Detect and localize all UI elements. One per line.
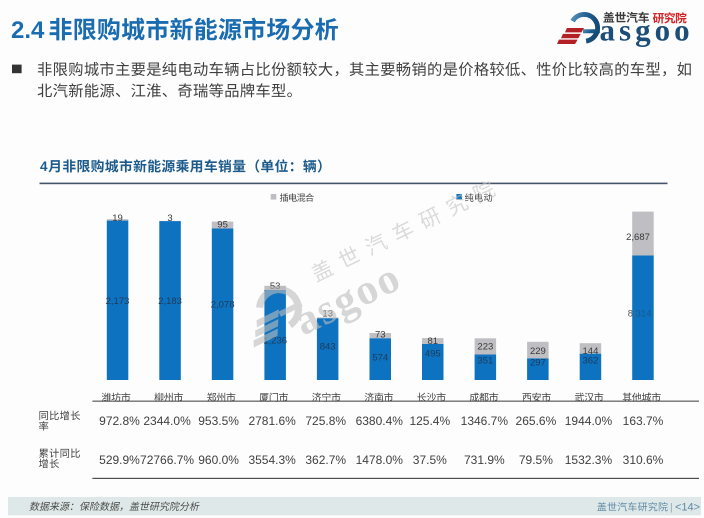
svg-text:1,236: 1,236 [263,335,287,346]
svg-text:144: 144 [583,346,599,357]
svg-text:95: 95 [217,220,228,231]
svg-text:2,173: 2,173 [106,296,130,307]
svg-text:972.8%: 972.8% [99,414,140,428]
svg-text:223: 223 [477,341,493,352]
svg-text:229: 229 [530,346,546,357]
svg-text:163.7%: 163.7% [623,414,664,428]
svg-text:960.0%: 960.0% [198,453,239,467]
svg-text:1478.0%: 1478.0% [356,453,404,467]
svg-text:81: 81 [428,336,439,347]
svg-text:310.6%: 310.6% [623,453,664,467]
svg-text:79.5%: 79.5% [519,453,553,467]
svg-text:3554.3%: 3554.3% [248,453,296,467]
svg-text:574: 574 [372,352,388,363]
svg-text:265.6%: 265.6% [516,414,557,428]
svg-text:19: 19 [112,213,123,224]
svg-text:529.9%: 529.9% [99,453,140,467]
svg-text:362: 362 [583,355,599,366]
svg-text:843: 843 [320,341,336,352]
svg-text:2,687: 2,687 [626,232,650,243]
svg-text:1532.3%: 1532.3% [565,453,613,467]
svg-text:3: 3 [167,213,172,224]
svg-text:2.4: 2.4 [11,17,45,44]
svg-text:8,: 8, [628,308,636,319]
svg-text:2781.6%: 2781.6% [248,414,296,428]
svg-text:125.4%: 125.4% [409,414,450,428]
svg-text:4: 4 [40,159,48,174]
svg-text:2344.0%: 2344.0% [143,414,191,428]
svg-text:495: 495 [425,348,441,359]
svg-text:953.5%: 953.5% [198,414,239,428]
svg-text:314: 314 [636,308,652,319]
svg-text:1346.7%: 1346.7% [461,414,509,428]
svg-text:351: 351 [477,355,493,366]
svg-text:297: 297 [530,357,546,368]
svg-text:6380.4%: 6380.4% [356,414,404,428]
svg-text:37.5%: 37.5% [413,453,447,467]
svg-text:731.9%: 731.9% [464,453,505,467]
svg-text:<14>: <14> [675,502,700,514]
svg-text:|: | [670,503,673,514]
svg-text:725.8%: 725.8% [305,414,346,428]
svg-text:72766.7%: 72766.7% [140,453,194,467]
svg-text:1944.0%: 1944.0% [565,414,613,428]
svg-text:2,078: 2,078 [211,299,235,310]
svg-text:13: 13 [322,309,333,320]
svg-text:362.7%: 362.7% [305,453,346,467]
svg-text:2,183: 2,183 [158,296,182,307]
svg-text:73: 73 [375,330,386,341]
